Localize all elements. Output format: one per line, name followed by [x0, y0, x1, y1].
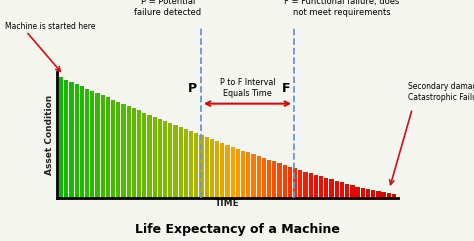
Bar — [277, 163, 282, 198]
Bar — [361, 188, 365, 198]
Bar — [179, 127, 183, 198]
Bar — [100, 95, 105, 198]
Bar — [366, 189, 370, 198]
Bar — [350, 185, 355, 198]
Text: Life Expectancy of a Machine: Life Expectancy of a Machine — [135, 223, 339, 236]
Text: F = Functional failure, does
not meet requirements: F = Functional failure, does not meet re… — [284, 0, 399, 17]
Bar — [90, 91, 94, 198]
Bar — [80, 86, 84, 198]
Bar — [168, 123, 173, 198]
Bar — [173, 125, 178, 198]
Bar — [210, 139, 214, 198]
Bar — [64, 80, 68, 198]
Bar — [189, 131, 193, 198]
Bar — [184, 129, 188, 198]
Bar — [303, 172, 308, 198]
Bar — [95, 93, 100, 198]
Bar — [335, 181, 339, 198]
Bar — [356, 187, 360, 198]
Bar — [262, 158, 266, 198]
Bar — [283, 165, 287, 198]
Bar — [163, 121, 167, 198]
Bar — [74, 84, 79, 198]
Bar — [267, 160, 271, 198]
Bar — [85, 89, 89, 198]
Bar — [153, 117, 157, 198]
Bar — [205, 137, 209, 198]
Bar — [127, 106, 131, 198]
Bar — [59, 77, 63, 198]
Bar — [69, 82, 73, 198]
Bar — [246, 152, 250, 198]
Bar — [324, 178, 328, 198]
Bar — [329, 180, 334, 198]
Bar — [142, 113, 146, 198]
Text: Machine is started here: Machine is started here — [5, 22, 95, 31]
Bar — [230, 147, 235, 198]
Bar — [200, 135, 204, 198]
Bar — [387, 193, 391, 198]
Bar — [272, 161, 276, 198]
Y-axis label: Asset Condition: Asset Condition — [45, 95, 54, 175]
Bar — [225, 145, 229, 198]
Text: P to F Interval
Equals Time: P to F Interval Equals Time — [219, 78, 275, 98]
Bar — [288, 167, 292, 198]
Bar — [382, 192, 386, 198]
Bar — [298, 170, 302, 198]
Bar — [392, 194, 396, 198]
Text: P = Potential
failure detected: P = Potential failure detected — [134, 0, 201, 17]
Text: F: F — [282, 82, 290, 95]
Bar — [106, 97, 110, 198]
X-axis label: TIME: TIME — [215, 199, 240, 208]
Bar — [251, 154, 255, 198]
Bar — [147, 115, 152, 198]
Bar — [293, 168, 297, 198]
Bar — [111, 100, 115, 198]
Bar — [121, 104, 126, 198]
Bar — [116, 102, 120, 198]
Bar — [236, 149, 240, 198]
Bar — [340, 182, 344, 198]
Bar — [158, 119, 162, 198]
Bar — [319, 176, 323, 198]
Bar — [371, 190, 375, 198]
Bar — [345, 184, 349, 198]
Bar — [376, 191, 381, 198]
Text: Secondary damage/
Catastrophic Failure: Secondary damage/ Catastrophic Failure — [408, 81, 474, 102]
Text: P: P — [188, 82, 197, 95]
Bar — [137, 110, 141, 198]
Bar — [194, 133, 199, 198]
Bar — [256, 156, 261, 198]
Bar — [309, 173, 313, 198]
Bar — [220, 143, 225, 198]
Bar — [215, 141, 219, 198]
Bar — [314, 175, 318, 198]
Bar — [241, 151, 245, 198]
Bar — [132, 108, 136, 198]
